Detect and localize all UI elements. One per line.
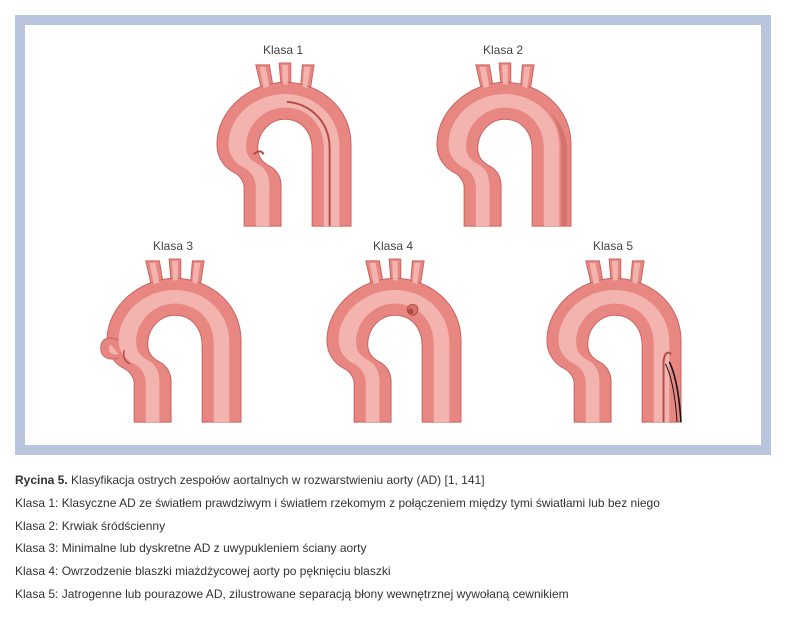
figure-caption: Rycina 5. Klasyfikacja ostrych zespołów … (15, 469, 771, 606)
class-label-1: Klasa 1 (263, 43, 303, 57)
caption-title-rest: Klasyfikacja ostrych zespołów aortalnych… (68, 473, 485, 487)
class-cell-3: Klasa 3 (83, 239, 263, 427)
aorta-diagram-class3 (93, 257, 253, 427)
figure-row-1: Klasa 1 Klasa 2 (40, 43, 746, 231)
figure-panel: Klasa 1 Klasa 2 (15, 15, 771, 455)
class-label-4: Klasa 4 (373, 239, 413, 253)
caption-title-prefix: Rycina 5. (15, 473, 68, 487)
caption-class-4: Klasa 4: Owrzodzenie blaszki miażdżycowe… (15, 560, 771, 583)
caption-class-5: Klasa 5: Jatrogenne lub pourazowe AD, zi… (15, 583, 771, 606)
class-cell-2: Klasa 2 (413, 43, 593, 231)
class-cell-4: Klasa 4 (303, 239, 483, 427)
class-label-5: Klasa 5 (593, 239, 633, 253)
class-cell-5: Klasa 5 (523, 239, 703, 427)
class-label-3: Klasa 3 (153, 239, 193, 253)
caption-class-1: Klasa 1: Klasyczne AD ze światłem prawdz… (15, 492, 771, 515)
class-label-2: Klasa 2 (483, 43, 523, 57)
aorta-diagram-class2 (423, 61, 583, 231)
aorta-diagram-class1 (203, 61, 363, 231)
aorta-diagram-class5 (533, 257, 693, 427)
class-cell-1: Klasa 1 (193, 43, 373, 231)
figure-row-2: Klasa 3 Klasa 4 (40, 239, 746, 427)
caption-class-2: Klasa 2: Krwiak śródścienny (15, 515, 771, 538)
caption-title-line: Rycina 5. Klasyfikacja ostrych zespołów … (15, 469, 771, 492)
aorta-diagram-class4 (313, 257, 473, 427)
